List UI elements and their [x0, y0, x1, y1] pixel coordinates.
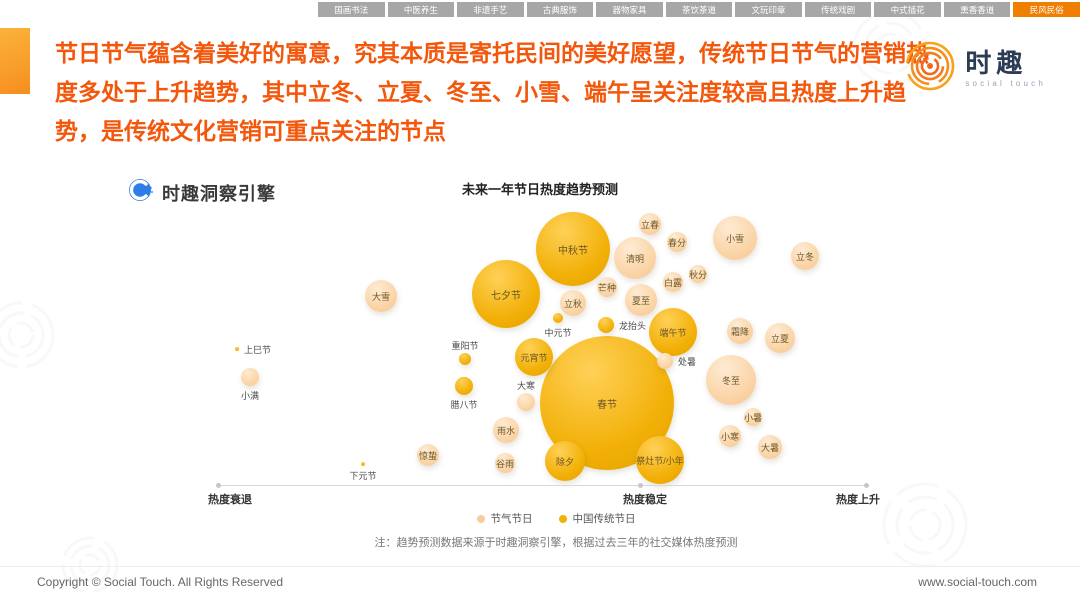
festival-bubble-谷雨: 谷雨: [495, 453, 515, 473]
festival-bubble-中秋节: 中秋节: [536, 212, 610, 286]
axis-label-stable: 热度稳定: [623, 494, 667, 506]
festival-label-中元节: 中元节: [544, 328, 572, 338]
festival-bubble-霜降: 霜降: [727, 318, 753, 344]
footer: Copyright © Social Touch. All Rights Res…: [0, 566, 1080, 608]
legend-label-traditional: 中国传统节日: [572, 513, 636, 525]
festival-bubble-下元节: [361, 462, 365, 466]
festival-bubble-龙抬头: [598, 317, 614, 333]
chart-note: 注：趋势预测数据来源于时趣洞察引擎，根据过去三年的社交媒体热度预测: [374, 537, 738, 549]
festival-label-小满: 小满: [240, 391, 260, 401]
festival-bubble-腊八节: [455, 377, 473, 395]
festival-bubble-大雪: 大雪: [365, 280, 397, 312]
festival-bubble-七夕节: 七夕节: [472, 260, 540, 328]
festival-bubble-元宵节: 元宵节: [515, 338, 553, 376]
festival-bubble-上巳节: [235, 347, 239, 351]
chart-title: 未来一年节日热度趋势预测: [461, 182, 618, 197]
festival-bubble-惊蛰: 惊蛰: [417, 444, 439, 466]
festival-bubble-大暑: 大暑: [758, 435, 782, 459]
tab-非遗手艺[interactable]: 非遗手艺: [457, 2, 524, 17]
festival-label-龙抬头: 龙抬头: [619, 321, 647, 331]
festival-label-大寒: 大寒: [516, 381, 536, 391]
corner-accent: [0, 28, 30, 94]
x-axis-line: [218, 485, 866, 486]
festival-bubble-雨水: 雨水: [493, 417, 519, 443]
festival-bubble-大寒: [517, 393, 535, 411]
website-text: www.social-touch.com: [918, 575, 1037, 589]
tab-中式插花[interactable]: 中式插花: [874, 2, 941, 17]
festival-bubble-清明: 清明: [614, 237, 656, 279]
festival-bubble-重阳节: [459, 353, 471, 365]
insight-engine-label: 时趣洞察引擎: [162, 184, 276, 204]
festival-bubble-立冬: 立冬: [791, 242, 819, 270]
festival-bubble-小寒: 小寒: [719, 425, 741, 447]
legend-dot-solar-icon: [476, 514, 485, 523]
festival-bubble-中元节: [553, 313, 563, 323]
tab-中医养生[interactable]: 中医养生: [387, 2, 455, 17]
axis-tick-dot: [216, 483, 221, 488]
axis-tick-dot: [638, 483, 643, 488]
tab-器物家具[interactable]: 器物家具: [596, 2, 663, 17]
tab-文玩印章[interactable]: 文玩印章: [735, 2, 802, 17]
brand-spiral-icon: [904, 40, 956, 97]
festival-bubble-小雪: 小雪: [713, 216, 757, 260]
festival-label-重阳节: 重阳节: [451, 341, 479, 351]
axis-label-decline: 热度衰退: [208, 494, 252, 506]
festival-bubble-小满: [241, 368, 259, 386]
brand-logo: 时趣 social touch: [904, 40, 1046, 97]
festival-bubble-立秋: 立秋: [560, 290, 586, 316]
festival-bubble-白露: 白露: [663, 272, 683, 292]
festival-bubble-处暑: [657, 353, 673, 369]
top-nav: 国画书法 中医养生 非遗手艺 古典服饰 器物家具 茶饮茶道 文玩印章 传统戏剧 中式插花 熏香香道…: [318, 2, 1080, 17]
copyright-text: Copyright © Social Touch. All Rights Res…: [37, 575, 284, 589]
brand-subtitle: social touch: [965, 79, 1046, 88]
festival-bubble-夏至: 夏至: [625, 284, 657, 316]
tab-古典服饰[interactable]: 古典服饰: [526, 2, 594, 17]
tab-熏香香道[interactable]: 熏香香道: [943, 2, 1011, 17]
festival-bubble-祭灶节/小年: 祭灶节/小年: [636, 436, 684, 484]
tab-传统戏剧[interactable]: 传统戏剧: [804, 2, 872, 17]
axis-tick-dot: [864, 483, 869, 488]
festival-bubble-端午节: 端午节: [649, 308, 697, 356]
festival-bubble-春分: 春分: [667, 232, 687, 252]
festival-bubble-除夕: 除夕: [545, 441, 585, 481]
festival-label-腊八节: 腊八节: [450, 400, 478, 410]
tab-国画书法[interactable]: 国画书法: [318, 2, 385, 17]
insight-engine-icon: [128, 177, 155, 209]
headline: 节日节气蕴含着美好的寓意，究其本质是寄托民间的美好愿望，传统节日节气的营销热度多…: [55, 40, 929, 144]
legend-item-traditional: 中国传统节日: [558, 511, 636, 526]
legend-dot-traditional-icon: [558, 514, 567, 523]
tab-民风民俗[interactable]: 民风民俗: [1013, 2, 1080, 17]
festival-bubble-立夏: 立夏: [765, 323, 795, 353]
festival-bubble-小暑: 小暑: [744, 408, 762, 426]
festival-bubble-秋分: 秋分: [689, 265, 707, 283]
insight-engine-badge: 时趣洞察引擎: [128, 177, 276, 209]
festival-label-处暑: 处暑: [678, 357, 697, 367]
chart-legend: 节气节日 中国传统节日: [16, 511, 1080, 526]
festival-bubble-冬至: 冬至: [706, 355, 756, 405]
festival-bubble-立春: 立春: [639, 213, 661, 235]
axis-label-rising: 热度上升: [836, 494, 880, 506]
legend-item-solar-terms: 节气节日: [476, 511, 533, 526]
tab-茶饮茶道[interactable]: 茶饮茶道: [665, 2, 733, 17]
festival-label-上巳节: 上巳节: [244, 345, 272, 355]
festival-label-下元节: 下元节: [349, 471, 377, 481]
brand-name: 时趣: [965, 48, 1028, 78]
legend-label-solar: 节气节日: [490, 513, 533, 525]
festival-bubble-芒种: 芒种: [597, 277, 617, 297]
